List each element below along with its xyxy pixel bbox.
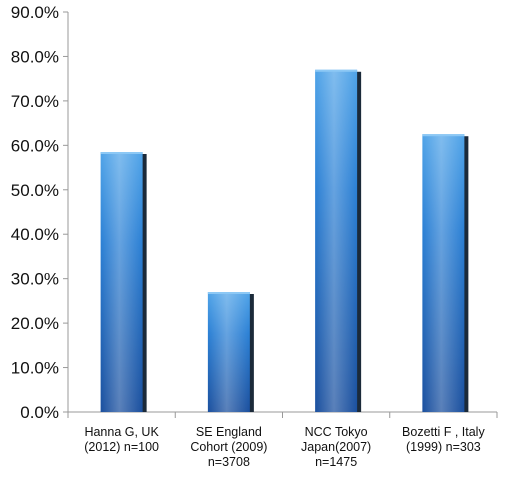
category-label-line: Bozetti F , Italy xyxy=(402,425,485,439)
bar-top-highlight xyxy=(422,134,465,137)
bar-top-highlight xyxy=(207,292,250,294)
bar-top-highlight xyxy=(315,69,358,72)
y-tick-label: 30.0% xyxy=(11,270,59,289)
bar xyxy=(100,152,147,412)
category-label-line: (2012) n=100 xyxy=(84,440,159,454)
category-label: Bozetti F , Italy (1999) n=303 xyxy=(402,425,485,454)
y-tick-label: 70.0% xyxy=(11,92,59,111)
y-tick-label: 50.0% xyxy=(11,181,59,200)
category-label: NCC Tokyo Japan(2007) n=1475 xyxy=(301,425,371,469)
y-tick-label: 60.0% xyxy=(11,136,59,155)
y-tick-label: 90.0% xyxy=(11,3,59,22)
bar xyxy=(422,134,469,412)
y-tick-label: 20.0% xyxy=(11,314,59,333)
category-label-line: Cohort (2009) xyxy=(190,440,267,454)
category-label-line: NCC Tokyo xyxy=(305,425,368,439)
category-label-line: Japan(2007) xyxy=(301,440,371,454)
x-axis xyxy=(67,411,498,418)
y-tick-label: 40.0% xyxy=(11,225,59,244)
bar-gloss xyxy=(100,152,143,412)
y-axis: 0.0% 10.0% 20.0% 30.0% 40.0% 50.0% 60.0% 70.0% 8… xyxy=(11,3,69,422)
bars xyxy=(100,69,469,413)
category-label-line: SE England xyxy=(196,425,262,439)
category-label-line: n=3708 xyxy=(208,455,250,469)
category-label: SE England Cohort (2009) n=3708 xyxy=(190,425,267,469)
category-label-line: Hanna G, UK xyxy=(84,425,159,439)
bar-gloss xyxy=(315,69,358,413)
category-label-line: (1999) n=303 xyxy=(406,440,481,454)
bar-top-highlight xyxy=(100,152,143,154)
bar xyxy=(207,292,254,412)
bar xyxy=(315,69,362,413)
y-tick-label: 80.0% xyxy=(11,47,59,66)
category-labels: Hanna G, UK (2012) n=100 SE England Cohort … xyxy=(84,425,485,469)
y-tick-label: 10.0% xyxy=(11,359,59,378)
category-label-line: n=1475 xyxy=(315,455,357,469)
y-tick-label: 0.0% xyxy=(20,403,59,422)
bar-gloss xyxy=(207,292,250,412)
bar-gloss xyxy=(422,134,465,412)
category-label: Hanna G, UK (2012) n=100 xyxy=(84,425,159,454)
